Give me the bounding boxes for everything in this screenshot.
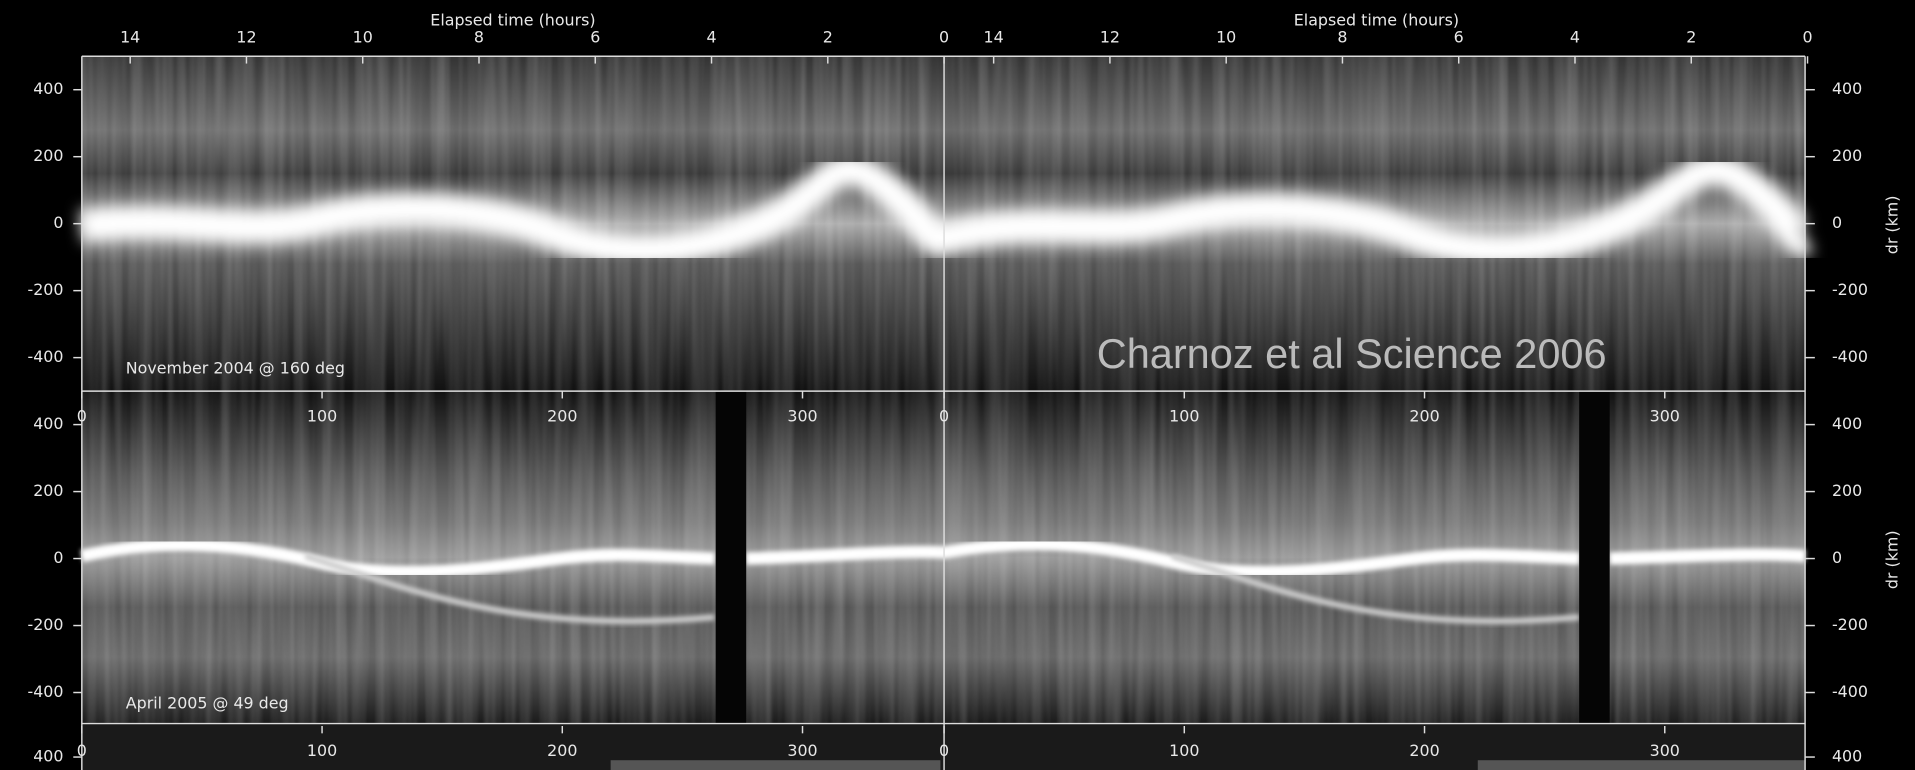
y-tick-label: 0 <box>53 213 63 232</box>
y-tick-label: 200 <box>1832 146 1862 165</box>
x-tick-label: 0 <box>939 406 949 425</box>
y-tick-label: 0 <box>1832 213 1842 232</box>
y-tick-label: 200 <box>33 146 63 165</box>
y-tick-label: 0 <box>1832 548 1842 567</box>
x-tick-label: 100 <box>307 741 337 760</box>
data-gap <box>1579 391 1610 724</box>
x-tick-label: 10 <box>1216 27 1236 46</box>
data-gap <box>715 391 747 724</box>
y-tick-label: -200 <box>27 615 63 634</box>
x-tick-label: 12 <box>1100 27 1120 46</box>
credit: Charnoz et al Science 2006 <box>1097 330 1607 377</box>
x-tick-label: 0 <box>77 741 87 760</box>
x-tick-label: 12 <box>236 27 256 46</box>
y-axis-title: dr (km) <box>1883 530 1902 589</box>
scan-image <box>1477 760 1806 770</box>
ring-strand <box>304 553 1580 625</box>
x-tick-label: 200 <box>547 406 577 425</box>
x-tick-label: 200 <box>1409 406 1439 425</box>
x-tick-label: 0 <box>939 27 949 46</box>
x-tick-label: 8 <box>1337 27 1347 46</box>
axis-title: Elapsed time (hours) <box>1294 10 1459 29</box>
y-tick-label: 400 <box>33 414 63 433</box>
x-tick-label: 100 <box>1169 741 1199 760</box>
y-tick-label: 200 <box>1832 481 1862 500</box>
panel-label: April 2005 @ 49 deg <box>126 693 289 712</box>
y-axis-title: dr (km) <box>1883 196 1902 255</box>
y-tick-label: -400 <box>27 347 63 366</box>
x-tick-label: 6 <box>590 27 600 46</box>
x-tick-label: 0 <box>939 741 949 760</box>
ring-band <box>80 538 1806 578</box>
x-tick-label: 14 <box>120 27 140 46</box>
x-tick-label: 100 <box>1169 406 1199 425</box>
y-tick-label: -200 <box>1832 615 1868 634</box>
x-tick-label: 6 <box>1454 27 1464 46</box>
panel-label: November 2004 @ 160 deg <box>126 359 345 378</box>
y-tick-label: 400 <box>1832 747 1862 766</box>
x-tick-label: 300 <box>787 741 817 760</box>
y-tick-label: 400 <box>1832 79 1862 98</box>
x-tick-label: 2 <box>1686 27 1696 46</box>
y-tick-label: 400 <box>1832 414 1862 433</box>
x-tick-label: 300 <box>787 406 817 425</box>
y-tick-label: 0 <box>53 548 63 567</box>
y-tick-label: 400 <box>33 79 63 98</box>
y-tick-label: -400 <box>27 682 63 701</box>
y-tick-label: -400 <box>1832 682 1868 701</box>
x-tick-label: 200 <box>547 741 577 760</box>
x-tick-label: 4 <box>1570 27 1580 46</box>
scan-image <box>610 760 941 770</box>
y-tick-label: -200 <box>1832 280 1868 299</box>
y-tick-label: 400 <box>33 747 63 766</box>
axis-title: Elapsed time (hours) <box>430 10 595 29</box>
x-tick-label: 0 <box>77 406 87 425</box>
y-tick-label: -400 <box>1832 347 1868 366</box>
y-tick-label: -200 <box>27 280 63 299</box>
x-tick-label: 8 <box>474 27 484 46</box>
x-tick-label: 0 <box>1802 27 1812 46</box>
x-tick-label: 2 <box>823 27 833 46</box>
x-tick-label: 100 <box>307 406 337 425</box>
x-tick-label: 200 <box>1409 741 1439 760</box>
x-tick-label: 300 <box>1650 741 1680 760</box>
x-tick-label: 4 <box>706 27 716 46</box>
x-tick-label: 10 <box>353 27 373 46</box>
x-tick-label: 14 <box>984 27 1004 46</box>
x-tick-label: 300 <box>1650 406 1680 425</box>
y-tick-label: 200 <box>33 481 63 500</box>
